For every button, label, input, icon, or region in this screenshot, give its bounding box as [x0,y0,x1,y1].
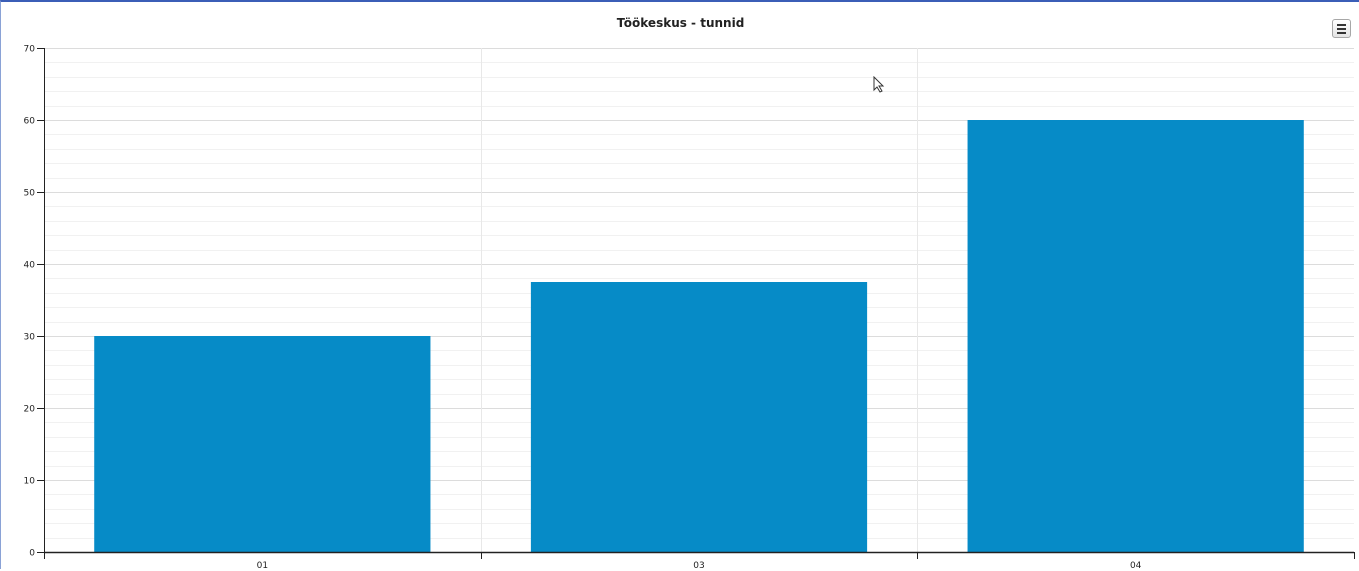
y-tick-label: 60 [24,117,36,127]
y-tick-label: 0 [29,549,35,559]
mouse-pointer-icon [873,76,885,93]
bar-01 [94,336,431,552]
x-tick-label: 03 [693,561,704,571]
y-tick-label: 20 [24,405,36,415]
bar-04 [967,120,1304,552]
y-tick-label: 30 [24,333,36,343]
y-tick-label: 70 [24,45,36,55]
chart-title: Töökeskus - tunnid [616,16,745,30]
y-tick-label: 40 [24,261,36,271]
bar-03 [530,282,868,552]
chart-menu-button[interactable] [1332,19,1351,38]
x-tick-label: 01 [257,561,268,571]
y-tick-label: 50 [24,189,36,199]
hamburger-menu-icon [1337,24,1346,26]
y-tick-label: 10 [24,477,36,487]
x-tick-label: 04 [1130,561,1142,571]
